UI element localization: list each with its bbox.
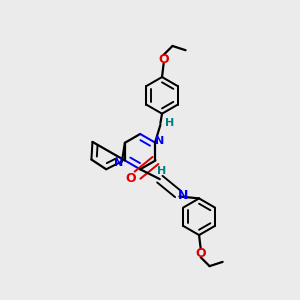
Text: N: N: [114, 158, 124, 168]
Text: O: O: [195, 247, 206, 260]
Text: N: N: [155, 136, 164, 146]
Text: O: O: [125, 172, 136, 185]
Text: N: N: [178, 189, 188, 202]
Text: H: H: [157, 166, 166, 176]
Text: H: H: [165, 118, 174, 128]
Text: O: O: [158, 52, 169, 65]
